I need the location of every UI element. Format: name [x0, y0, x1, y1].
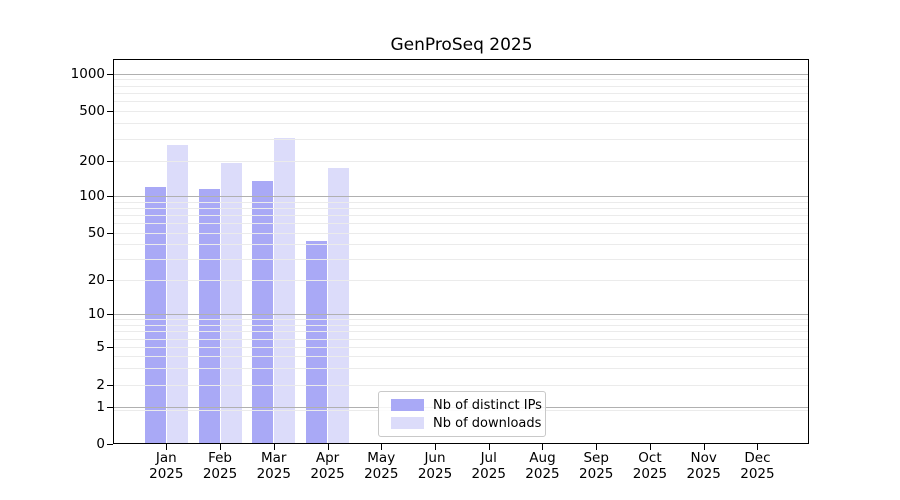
- gridline-minor-8: [114, 324, 808, 326]
- gridline-minor-4: [114, 356, 808, 358]
- gridline-minor-30: [114, 259, 808, 261]
- gridline-major-10: [114, 314, 808, 315]
- gridline-minor-7: [114, 331, 808, 333]
- gridline-minor-40: [114, 244, 808, 246]
- gridline-minor-3: [114, 368, 808, 370]
- gridline-minor-20: [114, 280, 808, 281]
- gridline-minor-900: [114, 79, 808, 81]
- y-tick-label-10: 10: [87, 306, 105, 322]
- chart-title: GenProSeq 2025: [390, 35, 533, 55]
- bar-nb-of-downloads-mar: [274, 137, 296, 443]
- y-tick-label-0: 0: [96, 435, 105, 452]
- x-tick-label-jan: Jan 2025: [149, 450, 184, 482]
- x-tick-label-dec: Dec 2025: [740, 450, 775, 482]
- y-tick-label-2: 2: [96, 377, 105, 393]
- x-tick-mark: [596, 444, 598, 450]
- x-tick-mark: [703, 444, 705, 450]
- y-tick-mark: [107, 443, 113, 445]
- plot-area: [113, 59, 809, 444]
- gridline-minor-200: [114, 161, 808, 162]
- y-tick-label-20: 20: [87, 272, 105, 288]
- bar-nb-of-distinct-ips-mar: [252, 180, 274, 443]
- legend-label-downloads: Nb of downloads: [433, 415, 542, 431]
- x-tick-mark: [649, 444, 651, 450]
- gridline-minor-2: [114, 385, 808, 386]
- x-tick-label-oct: Oct 2025: [632, 450, 668, 482]
- y-tick-mark: [107, 111, 113, 112]
- y-tick-label-100: 100: [79, 188, 105, 204]
- gridline-minor-50: [114, 233, 808, 234]
- y-tick-mark: [107, 233, 113, 234]
- x-tick-mark: [273, 444, 275, 450]
- gridline-minor-6: [114, 338, 808, 340]
- y-tick-mark: [107, 314, 113, 315]
- x-tick-mark: [542, 444, 544, 450]
- x-tick-label-mar: Mar 2025: [256, 450, 291, 482]
- gridline-minor-5: [114, 347, 808, 349]
- y-tick-label-200: 200: [79, 153, 105, 169]
- distinct-ips-swatch: [391, 399, 424, 411]
- bar-nb-of-downloads-feb: [220, 162, 242, 443]
- bar-nb-of-downloads-jan: [166, 144, 188, 443]
- x-tick-label-feb: Feb 2025: [202, 450, 238, 482]
- gridline-minor-300: [114, 138, 808, 140]
- gridline-minor-500: [114, 111, 808, 112]
- x-tick-label-apr: Apr 2025: [310, 450, 345, 482]
- gridline-major-100: [114, 196, 808, 197]
- y-tick-mark: [107, 280, 113, 281]
- y-tick-label-1: 1: [96, 398, 105, 415]
- legend-item-downloads: Nb of downloads: [379, 416, 545, 431]
- legend: Nb of distinct IPs Nb of downloads: [378, 391, 546, 437]
- bar-nb-of-downloads-apr: [328, 167, 350, 443]
- x-tick-mark: [166, 444, 168, 450]
- x-tick-mark: [327, 444, 329, 450]
- downloads-swatch: [391, 417, 424, 429]
- x-tick-mark: [220, 444, 222, 450]
- bar-nb-of-distinct-ips-feb: [198, 188, 220, 443]
- x-tick-label-nov: Nov 2025: [686, 450, 721, 482]
- gridline-minor-700: [114, 92, 808, 94]
- y-tick-mark: [107, 347, 113, 349]
- y-tick-mark: [107, 196, 113, 197]
- y-tick-label-500: 500: [79, 103, 105, 119]
- bar-nb-of-distinct-ips-apr: [306, 240, 328, 443]
- gridline-major-1000: [114, 73, 808, 75]
- gridline-minor-600: [114, 101, 808, 103]
- legend-item-distinct-ips: Nb of distinct IPs: [379, 398, 545, 413]
- x-tick-label-sep: Sep 2025: [579, 450, 614, 482]
- gridline-minor-800: [114, 85, 808, 87]
- y-tick-mark: [107, 385, 113, 386]
- y-tick-mark: [107, 161, 113, 162]
- y-tick-label-5: 5: [96, 339, 105, 356]
- gridline-minor-70: [114, 215, 808, 217]
- y-tick-label-1000: 1000: [70, 65, 105, 82]
- gridline-minor-80: [114, 207, 808, 209]
- x-tick-mark: [435, 444, 436, 450]
- y-tick-label-50: 50: [87, 225, 105, 241]
- x-tick-label-jul: Jul 2025: [471, 450, 506, 482]
- gridline-minor-400: [114, 123, 808, 125]
- x-tick-mark: [757, 444, 759, 450]
- y-tick-mark: [107, 406, 113, 408]
- gridline-minor-60: [114, 223, 808, 225]
- x-tick-label-aug: Aug 2025: [525, 450, 560, 482]
- x-tick-mark: [488, 444, 490, 450]
- x-tick-label-jun: Jun 2025: [417, 450, 453, 482]
- x-tick-label-may: May 2025: [364, 450, 399, 482]
- x-tick-mark: [381, 444, 383, 450]
- y-tick-mark: [107, 73, 113, 75]
- gridline-minor-90: [114, 201, 808, 203]
- legend-label-distinct-ips: Nb of distinct IPs: [433, 397, 542, 413]
- gridline-minor-9: [114, 319, 808, 321]
